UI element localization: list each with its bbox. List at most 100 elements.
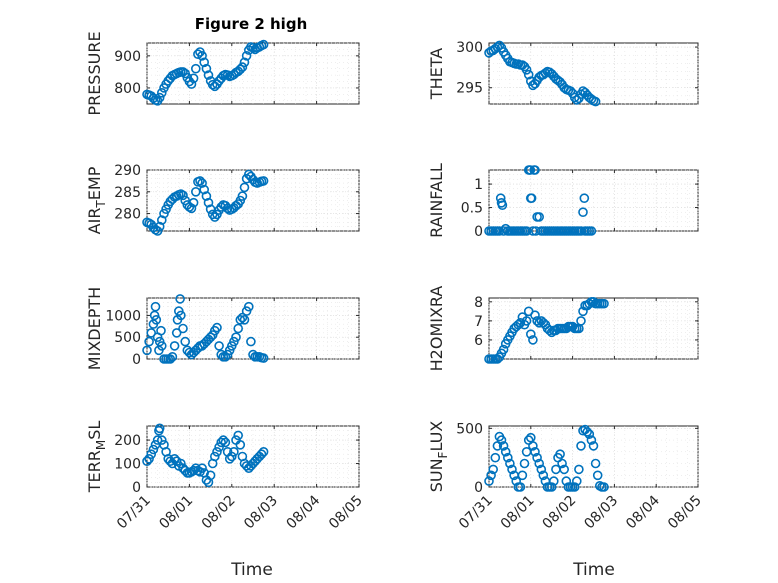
data-point	[152, 435, 163, 445]
data-point	[574, 464, 584, 475]
data-point	[212, 322, 222, 333]
data-point	[528, 441, 538, 451]
data-point	[201, 63, 212, 74]
y-tick-label: 7	[474, 314, 483, 330]
data-point	[521, 65, 532, 75]
y-axis-label: PRESSURE	[85, 31, 104, 115]
x-tick-label: 08/03	[241, 493, 281, 533]
data-point	[169, 341, 180, 351]
y-tick-label: 0	[132, 480, 141, 496]
data-point	[525, 165, 536, 175]
data-point	[588, 441, 599, 451]
data-point	[235, 64, 246, 75]
data-point	[521, 316, 532, 326]
data-point	[142, 456, 152, 467]
data-point	[519, 458, 530, 469]
data-point	[176, 310, 186, 321]
data-point	[144, 453, 154, 464]
data-point	[530, 446, 540, 457]
data-point	[154, 423, 165, 434]
data-point	[157, 88, 167, 98]
data-point	[169, 453, 180, 464]
data-point	[576, 441, 586, 451]
x-tick-label: 08/04	[284, 492, 324, 532]
data-point	[178, 190, 188, 201]
data-point	[498, 344, 509, 355]
data-point	[203, 197, 214, 208]
data-point	[590, 458, 601, 469]
data-point	[246, 336, 256, 347]
data-point	[523, 69, 534, 80]
data-point	[180, 336, 190, 347]
data-point	[237, 191, 248, 201]
data-point	[248, 42, 258, 53]
data-point	[576, 316, 586, 326]
data-point	[218, 435, 229, 445]
data-point	[151, 314, 162, 325]
x-tick-label: 07/31	[114, 493, 154, 533]
data-point	[146, 449, 156, 460]
data-point	[528, 335, 538, 345]
data-point	[258, 446, 269, 457]
y-tick-label: 285	[114, 185, 141, 201]
data-point	[258, 353, 269, 363]
data-point	[548, 476, 559, 486]
data-point	[197, 178, 207, 188]
x-tick-label: 08/05	[665, 493, 705, 533]
data-point	[154, 221, 165, 232]
data-point	[244, 301, 254, 312]
data-point	[199, 57, 209, 68]
data-point	[521, 226, 532, 236]
x-tick-label: 08/02	[199, 493, 239, 533]
data-point	[235, 439, 246, 450]
y-tick-label: 290	[114, 163, 141, 179]
data-point	[239, 182, 250, 193]
data-point	[205, 470, 216, 481]
y-axis-label: THETA	[427, 48, 446, 100]
data-point	[233, 430, 243, 441]
data-point	[201, 191, 212, 201]
x-tick-label: 07/31	[456, 493, 496, 533]
data-point	[497, 200, 508, 210]
y-axis-label: AIRTEMP	[85, 166, 108, 234]
data-point	[582, 427, 593, 437]
data-point	[525, 329, 536, 340]
data-point	[191, 63, 201, 74]
data-point	[532, 316, 542, 326]
y-axis-label: TERRMSL	[85, 421, 108, 494]
data-point	[214, 341, 224, 351]
data-point	[258, 39, 269, 50]
x-tick-label: 08/01	[156, 493, 196, 533]
data-point	[195, 176, 205, 186]
data-point	[555, 449, 565, 460]
y-tick-label: 900	[114, 49, 141, 65]
panel-theta: 295 300 THETA	[427, 40, 699, 107]
data-point	[517, 470, 528, 481]
data-point	[186, 203, 197, 214]
data-point	[167, 351, 178, 362]
y-tick-label: 295	[456, 81, 483, 97]
x-tick-label: 08/05	[326, 493, 366, 533]
data-point	[584, 429, 595, 440]
data-point	[186, 79, 197, 89]
data-point	[227, 451, 237, 462]
data-point	[540, 68, 551, 78]
y-tick-label: 800	[114, 81, 141, 97]
x-axis-label-left: Time	[230, 560, 273, 580]
data-point	[500, 446, 511, 457]
figure-title: Figure 2 high	[195, 15, 308, 33]
data-point	[599, 298, 609, 309]
data-point	[241, 50, 252, 61]
data-point	[239, 314, 250, 325]
data-point	[233, 323, 243, 334]
data-point	[237, 312, 248, 323]
data-point	[178, 323, 188, 334]
data-point	[530, 310, 540, 321]
data-point	[212, 446, 222, 457]
y-tick-label: 200	[114, 433, 141, 449]
data-point	[559, 464, 570, 475]
data-point	[210, 212, 220, 222]
data-point	[157, 341, 167, 351]
data-point	[538, 470, 549, 481]
